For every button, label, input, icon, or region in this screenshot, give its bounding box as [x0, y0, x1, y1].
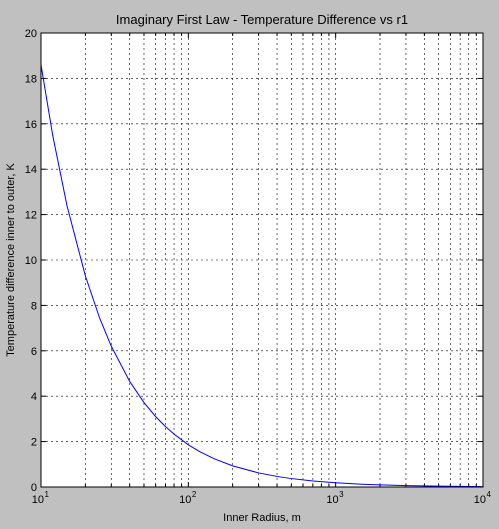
x-axis-label: Inner Radius, m — [223, 512, 301, 524]
y-axis-label: Temperature difference inner to outer, K — [5, 163, 17, 357]
y-tick-labels: 0 2 4 6 8 10 12 14 16 18 20 — [25, 28, 37, 494]
x-tick-label: 10 2 — [179, 490, 197, 506]
y-tick-label: 20 — [25, 28, 37, 40]
y-tick-label: 14 — [25, 164, 37, 176]
x-tick-labels: 10 1 10 2 10 3 10 4 — [32, 490, 492, 506]
grid — [41, 33, 483, 487]
x-tick-base: 10 — [32, 494, 44, 506]
y-tick-label: 0 — [31, 482, 37, 494]
x-tick-base: 10 — [474, 494, 486, 506]
x-tick-exponent: 1 — [45, 490, 50, 499]
y-tick-label: 18 — [25, 73, 37, 85]
x-tick-label: 10 4 — [474, 490, 492, 506]
x-tick-base: 10 — [179, 494, 191, 506]
x-tick-base: 10 — [326, 494, 338, 506]
x-tick-label: 10 1 — [32, 490, 50, 506]
x-tick-exponent: 4 — [487, 490, 492, 499]
y-tick-label: 10 — [25, 255, 37, 267]
y-tick-label: 16 — [25, 119, 37, 131]
data-line — [40, 64, 484, 488]
y-tick-label: 6 — [31, 346, 37, 358]
chart-title: Imaginary First Law - Temperature Differ… — [116, 12, 408, 27]
x-tick-exponent: 2 — [192, 490, 197, 499]
y-tick-label: 4 — [31, 391, 37, 403]
x-tick-exponent: 3 — [339, 490, 344, 499]
y-tick-label: 8 — [31, 300, 37, 312]
axes-box — [40, 32, 484, 488]
y-tick-label: 12 — [25, 210, 37, 222]
x-tick-label: 10 3 — [326, 490, 344, 506]
y-tick-label: 2 — [31, 437, 37, 449]
